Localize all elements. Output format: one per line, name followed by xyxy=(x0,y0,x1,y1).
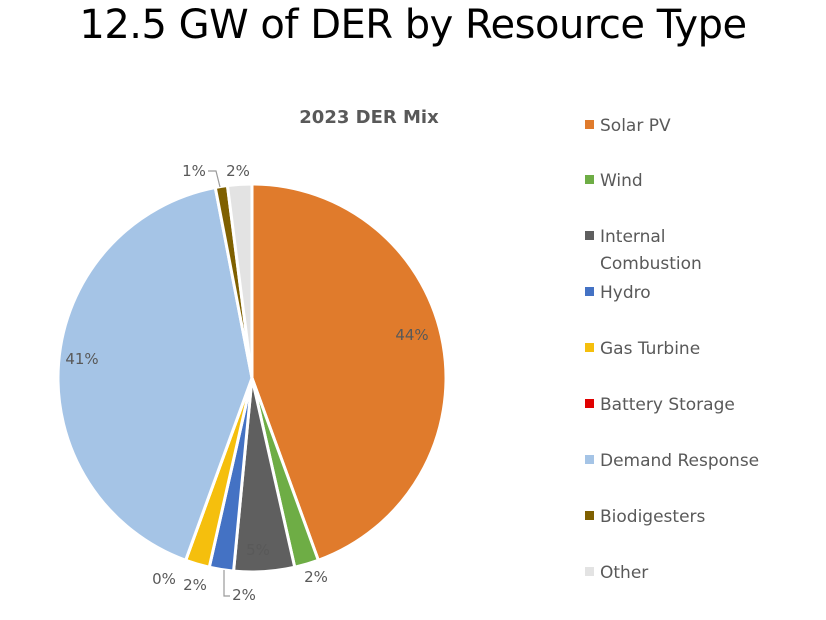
pie-slice-demand-response xyxy=(56,185,254,563)
legend-label: Other xyxy=(600,563,648,583)
legend-swatch xyxy=(585,567,594,576)
legend-label: Internal xyxy=(600,227,666,247)
data-label-hydro: 2% xyxy=(232,586,256,604)
legend-item-battery-storage: Battery Storage xyxy=(585,395,735,415)
legend: Solar PV Wind Internal Combustion Hydro Gas T… xyxy=(585,116,759,583)
legend-swatch xyxy=(585,343,594,352)
legend-label: Solar PV xyxy=(600,116,671,136)
legend-item-other: Other xyxy=(585,563,648,583)
data-label-battery-storage: 0% xyxy=(152,570,176,588)
legend-label: Battery Storage xyxy=(600,395,735,415)
leader-line-hydro xyxy=(223,570,230,597)
legend-label: Biodigesters xyxy=(600,507,706,527)
page-title: 12.5 GW of DER by Resource Type xyxy=(79,2,747,48)
data-label-demand-response: 41% xyxy=(65,350,98,368)
legend-label: Combustion xyxy=(600,254,702,274)
pie-slice-other xyxy=(225,182,254,379)
legend-label: Gas Turbine xyxy=(600,339,700,359)
legend-item-internal-combustion: Internal Combustion xyxy=(585,227,702,274)
legend-swatch xyxy=(585,231,594,240)
legend-label: Demand Response xyxy=(600,451,759,471)
legend-swatch xyxy=(585,120,594,129)
legend-item-biodigesters: Biodigesters xyxy=(585,507,706,527)
legend-item-demand-response: Demand Response xyxy=(585,451,759,471)
data-label-solar-pv: 44% xyxy=(395,326,428,344)
legend-swatch xyxy=(585,399,594,408)
legend-swatch xyxy=(585,287,594,296)
data-label-biodigesters: 1% xyxy=(182,162,206,180)
legend-item-wind: Wind xyxy=(585,171,643,191)
data-label-gas-turbine: 2% xyxy=(183,576,207,594)
legend-label: Hydro xyxy=(600,283,651,303)
pie-slice-solar-pv xyxy=(250,182,448,563)
legend-item-hydro: Hydro xyxy=(585,283,651,303)
legend-item-gas-turbine: Gas Turbine xyxy=(585,339,700,359)
chart-title: 2023 DER Mix xyxy=(299,107,439,128)
legend-swatch xyxy=(585,511,594,520)
legend-item-solar-pv: Solar PV xyxy=(585,116,671,136)
legend-swatch xyxy=(585,175,594,184)
data-label-internal-combustion: 5% xyxy=(246,541,270,559)
data-label-wind: 2% xyxy=(304,568,328,586)
data-label-other: 2% xyxy=(226,162,250,180)
leader-line-biodigesters xyxy=(208,170,221,188)
legend-swatch xyxy=(585,455,594,464)
legend-label: Wind xyxy=(600,171,643,191)
